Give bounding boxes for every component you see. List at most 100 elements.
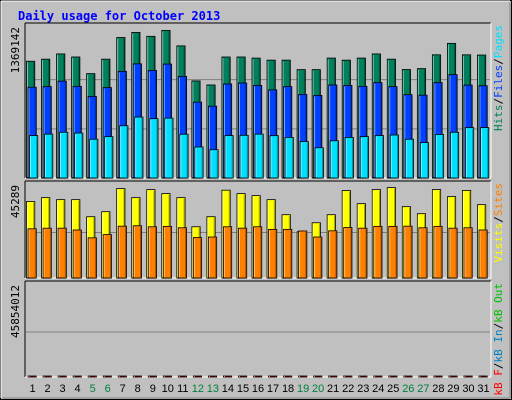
bar-sites-day-26 (403, 225, 413, 279)
series-pages (29, 116, 490, 179)
bar-pages-day-13 (209, 149, 219, 179)
bar-sites-day-1 (27, 228, 37, 279)
x-tick-label-day-2: 2 (44, 383, 50, 395)
bar-pages-day-3 (59, 131, 69, 179)
bar-kbytes-day-22 (343, 375, 353, 378)
bar-pages-day-31 (480, 127, 490, 179)
x-tick-label-day-13: 13 (207, 383, 219, 395)
legend: Hits/Files/Pages (492, 25, 505, 131)
series-files (27, 63, 488, 179)
bar-kbytes-day-25 (388, 375, 398, 378)
x-tick-label-day-11: 11 (177, 383, 188, 395)
bar-pages-day-7 (119, 125, 129, 179)
bar-kbytes-day-31 (478, 375, 488, 378)
bar-pages-day-12 (194, 146, 204, 179)
bar-pages-day-2 (44, 133, 54, 179)
bar-sites-day-4 (72, 229, 82, 279)
x-tick-label-day-16: 16 (252, 383, 264, 395)
legend-entry: / (492, 363, 505, 370)
bar-sites-day-24 (373, 225, 383, 279)
x-tick-label-day-21: 21 (327, 383, 339, 395)
bar-sites-day-13 (207, 236, 218, 279)
bar-kbytes-day-2 (42, 375, 52, 378)
legend-entry: / (492, 58, 505, 65)
bar-sites-day-3 (57, 227, 67, 279)
bar-kbytes-day-19 (298, 375, 308, 378)
series-kbytes (27, 375, 488, 378)
bar-sites-day-12 (192, 237, 203, 279)
bar-sites-day-11 (177, 227, 187, 279)
x-tick-label-day-15: 15 (237, 383, 249, 395)
legend-entry: Files (492, 65, 505, 98)
bar-sites-day-27 (418, 227, 428, 279)
x-tick-label-day-14: 14 (222, 383, 234, 395)
bar-sites-day-14 (223, 226, 233, 279)
bar-sites-day-18 (283, 228, 293, 279)
bar-sites-day-28 (433, 225, 443, 279)
bar-kbytes-day-27 (418, 375, 428, 378)
bar-pages-day-26 (404, 138, 414, 179)
x-tick-label-day-3: 3 (60, 383, 66, 395)
x-tick-label-day-10: 10 (162, 383, 174, 395)
x-tick-label-day-4: 4 (75, 383, 81, 395)
bar-sites-day-21 (328, 230, 338, 279)
bar-pages-day-4 (74, 132, 84, 179)
bar-pages-day-29 (450, 131, 460, 179)
bar-pages-day-10 (164, 117, 174, 179)
bar-sites-day-30 (463, 227, 473, 279)
bar-kbytes-day-5 (87, 375, 97, 378)
bar-sites-day-10 (162, 225, 172, 279)
bar-pages-day-11 (179, 133, 189, 179)
bar-pages-day-30 (465, 127, 475, 179)
bar-kbytes-day-8 (132, 375, 142, 378)
x-tick-label-day-5: 5 (90, 383, 96, 395)
bar-sites-day-5 (87, 237, 97, 279)
x-tick-label-day-28: 28 (432, 383, 444, 395)
bar-kbytes-day-4 (72, 375, 82, 378)
bar-kbytes-day-30 (463, 375, 473, 378)
panel-2: 45289 Visits/Sites (9, 180, 505, 279)
legend-entry: Hits (492, 105, 505, 132)
x-tick-label-day-24: 24 (372, 383, 384, 395)
x-tick-label-day-23: 23 (357, 383, 369, 395)
legend-entry: / (492, 98, 505, 105)
x-tick-label-day-19: 19 (297, 383, 309, 395)
x-tick-label-day-1: 1 (29, 383, 35, 395)
bar-kbytes-day-13 (207, 375, 218, 378)
legend-entry: kB In (492, 329, 505, 362)
bar-kbytes-day-18 (283, 375, 293, 378)
x-tick-label-day-29: 29 (447, 383, 459, 395)
bar-pages-day-9 (149, 118, 159, 179)
bar-sites-day-20 (313, 236, 323, 279)
bar-kbytes-day-15 (238, 375, 248, 378)
bar-sites-day-8 (132, 225, 142, 279)
x-axis-labels: 1 2 3 4 5 6 7 8 9 10 11 12 13 14 15 16 17 18 19 20 21 22 23 24 2… (29, 383, 489, 395)
bar-kbytes-day-21 (328, 375, 338, 378)
legend-entry: / (492, 323, 505, 330)
x-tick-label-day-7: 7 (120, 383, 126, 395)
bar-sites-day-2 (42, 227, 52, 279)
bar-pages-day-6 (104, 136, 114, 179)
bar-sites-day-25 (388, 225, 398, 279)
x-tick-label-day-12: 12 (192, 383, 204, 395)
bar-kbytes-day-26 (403, 375, 413, 378)
bar-sites-day-17 (268, 228, 278, 279)
bar-kbytes-day-12 (192, 375, 203, 378)
x-tick-label-day-8: 8 (135, 383, 141, 395)
bar-sites-day-23 (358, 227, 368, 279)
bar-sites-day-19 (298, 230, 308, 279)
legend-entry: kB Out (492, 283, 505, 323)
panel-background (25, 281, 491, 377)
x-tick-label-day-22: 22 (342, 383, 354, 395)
bar-kbytes-day-14 (223, 375, 233, 378)
bar-kbytes-day-9 (147, 375, 157, 378)
bar-sites-day-9 (147, 226, 157, 279)
x-tick-label-day-17: 17 (267, 383, 279, 395)
x-tick-label-day-27: 27 (417, 383, 429, 395)
bar-pages-day-23 (359, 136, 369, 179)
x-tick-label-day-26: 26 (402, 383, 414, 395)
bar-kbytes-day-16 (253, 375, 263, 378)
